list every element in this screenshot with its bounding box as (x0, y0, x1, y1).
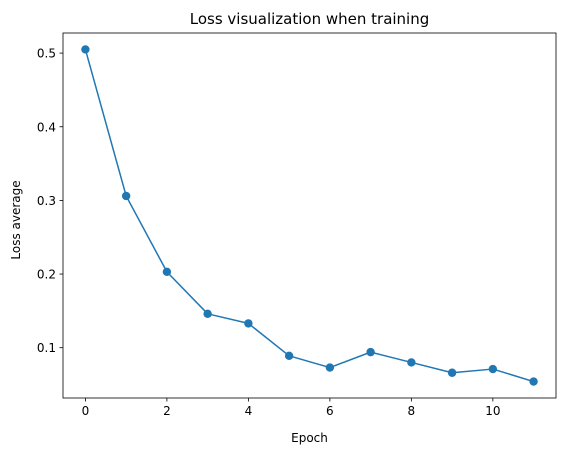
data-point (162, 267, 172, 277)
series-layer (81, 45, 538, 386)
x-tick-label: 8 (408, 404, 416, 418)
y-tick-label: 0.2 (37, 268, 56, 282)
data-point (244, 319, 253, 328)
x-tick-label: 10 (485, 404, 500, 418)
chart-title: Loss visualization when training (190, 10, 430, 28)
y-tick-label: 0.4 (37, 120, 56, 134)
data-point (447, 368, 457, 377)
x-tick-label: 6 (326, 404, 334, 418)
plot-area (62, 32, 557, 399)
y-tick-label: 0.3 (37, 194, 56, 208)
y-axis-label: Loss average (9, 180, 23, 259)
data-point (488, 364, 498, 374)
x-axis-label: Epoch (291, 431, 328, 445)
x-tick-label: 0 (82, 404, 90, 418)
x-tick-label: 2 (163, 404, 171, 418)
y-tick-label: 0.5 (37, 47, 56, 61)
data-point (284, 351, 294, 360)
data-point (529, 377, 538, 386)
y-tick-label: 0.1 (37, 341, 56, 355)
x-tick-label: 4 (245, 404, 253, 418)
data-point (121, 191, 131, 201)
series-line (84, 49, 534, 383)
data-point (366, 347, 375, 357)
data-point (203, 309, 212, 319)
plot-frame (62, 32, 557, 399)
data-point (81, 45, 90, 54)
data-point (407, 358, 416, 367)
x-axis-ticks: 0 2 4 6 8 10 (82, 398, 500, 418)
y-axis-ticks: 0.1 0.2 0.3 0.4 0.5 (37, 47, 63, 355)
data-point (325, 363, 335, 372)
